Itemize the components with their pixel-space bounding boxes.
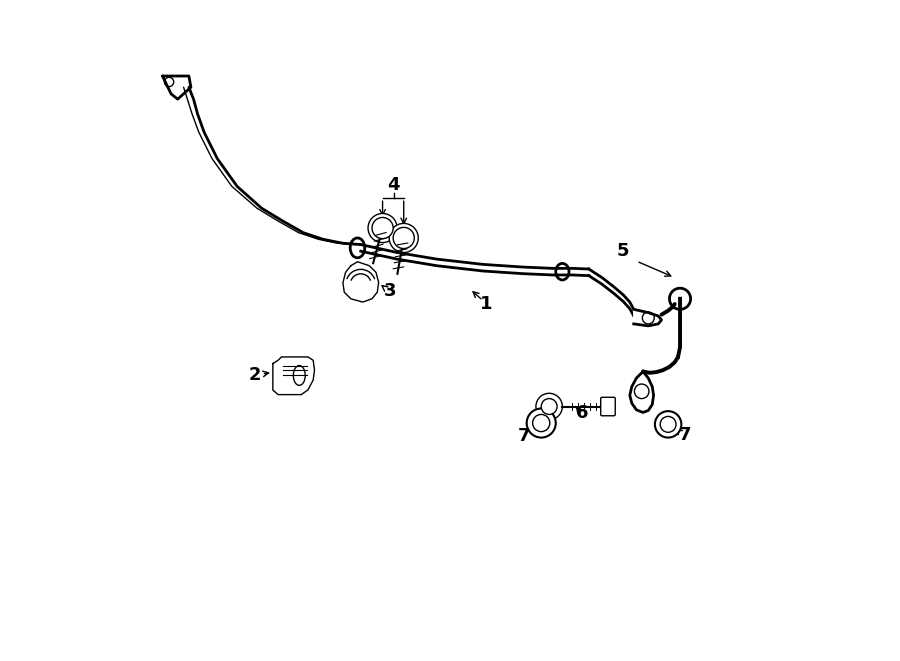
FancyBboxPatch shape [600, 397, 616, 416]
Circle shape [393, 227, 414, 249]
Polygon shape [343, 262, 379, 302]
Text: 5: 5 [616, 242, 629, 260]
Polygon shape [630, 371, 653, 412]
Circle shape [372, 217, 393, 239]
Polygon shape [273, 357, 314, 395]
Text: 3: 3 [384, 282, 397, 300]
Text: 6: 6 [576, 404, 589, 422]
Circle shape [526, 408, 556, 438]
Circle shape [655, 411, 681, 438]
Circle shape [536, 393, 562, 420]
Circle shape [541, 399, 557, 414]
Circle shape [661, 416, 676, 432]
Text: 4: 4 [388, 176, 400, 194]
Circle shape [389, 223, 419, 253]
Text: 7: 7 [680, 426, 691, 444]
Polygon shape [634, 309, 661, 326]
Text: 1: 1 [480, 295, 492, 313]
Text: 2: 2 [248, 366, 261, 385]
Circle shape [533, 414, 550, 432]
Polygon shape [163, 76, 191, 99]
Text: 7: 7 [518, 427, 530, 446]
Circle shape [368, 214, 397, 243]
